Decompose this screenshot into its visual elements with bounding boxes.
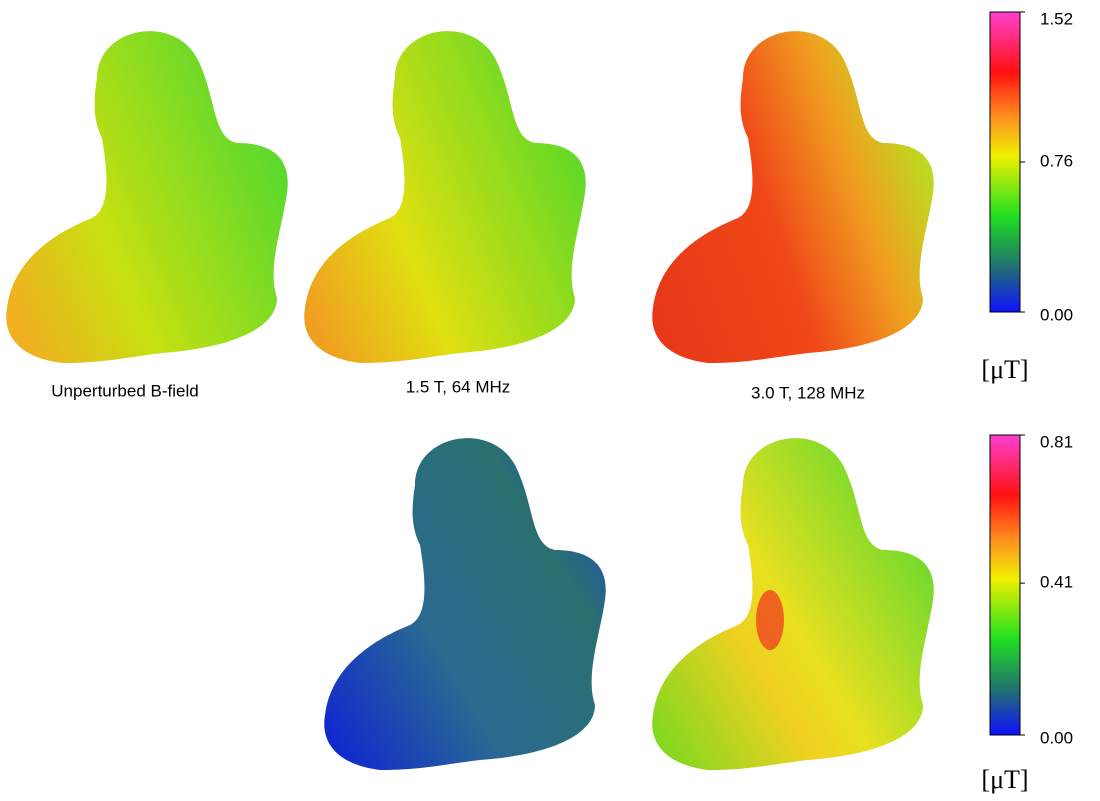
hotspot	[756, 590, 784, 650]
caption: 3.0 T, 128 MHz	[751, 383, 865, 402]
colorbar	[989, 434, 1021, 736]
unit-label: [μT]	[981, 765, 1028, 794]
tick-label: 0.81	[1040, 432, 1073, 451]
body-render	[652, 31, 934, 364]
render-panels	[6, 31, 934, 770]
caption: Unperturbed B-field	[51, 381, 198, 400]
colorbar	[989, 11, 1021, 313]
colorbars: 1.52 0.76 0.00 [μT] 0.81 0.41 0.00 [μT]	[981, 9, 1073, 793]
tick-label: 0.41	[1040, 573, 1073, 592]
tick-label: 1.52	[1040, 9, 1073, 28]
body-render	[304, 31, 586, 364]
tick-label: 0.00	[1040, 305, 1073, 324]
caption: 1.5 T, 64 MHz	[406, 377, 511, 396]
body-render	[324, 438, 606, 770]
body-render	[652, 438, 934, 770]
body-render	[6, 31, 288, 364]
tick-label: 0.00	[1040, 728, 1073, 747]
tick-label: 0.76	[1040, 151, 1073, 170]
unit-label: [μT]	[981, 355, 1028, 384]
